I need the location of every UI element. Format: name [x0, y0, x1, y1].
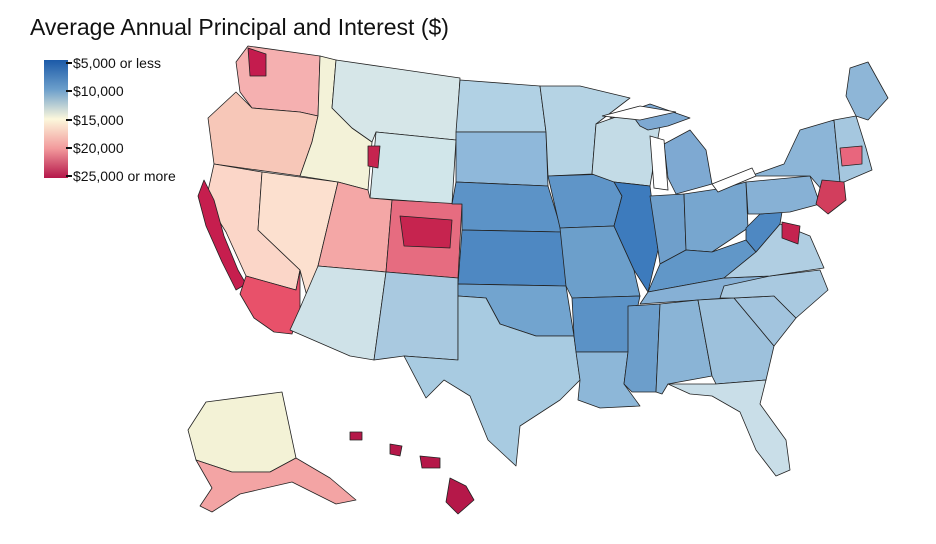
legend-label-max: $25,000 or more [73, 168, 176, 184]
region-nebraska [451, 181, 563, 233]
region-boston [839, 145, 863, 167]
region-michigan-lower [663, 129, 713, 195]
region-california-south [239, 269, 301, 335]
region-alaska-south [195, 457, 357, 513]
region-alaska [187, 391, 297, 473]
lake-superior [601, 105, 677, 121]
region-hawaii-kauai [349, 431, 363, 441]
lake-erie [711, 167, 757, 193]
region-denver [399, 215, 453, 249]
region-mountain-resort [367, 145, 381, 169]
region-new-mexico [373, 271, 459, 361]
region-maine [845, 61, 889, 121]
region-nyc-metro [815, 179, 847, 215]
legend-label-15k: $15,000 [73, 112, 124, 128]
legend: $5,000 or less $10,000 $15,000 $20,000 $… [44, 56, 244, 185]
region-iowa [547, 173, 623, 229]
map-title: Average Annual Principal and Interest ($… [30, 14, 449, 40]
legend-tick [66, 119, 72, 121]
legend-label-10k: $10,000 [73, 83, 124, 99]
region-pennsylvania [745, 175, 821, 215]
region-hawaii-oahu [389, 443, 403, 457]
region-florida [667, 379, 791, 477]
region-seattle [247, 47, 267, 77]
legend-tick [66, 175, 72, 177]
lake-michigan [649, 135, 669, 191]
region-mississippi [623, 303, 661, 393]
region-kansas [457, 229, 567, 287]
region-north-dakota [455, 79, 547, 133]
region-wyoming [369, 131, 457, 205]
region-dc-metro [781, 221, 801, 245]
legend-tick [66, 62, 72, 64]
region-hawaii-big-island [445, 477, 475, 515]
region-north-carolina [719, 269, 829, 319]
region-california-coast [197, 179, 247, 291]
region-texas [403, 295, 581, 467]
legend-color-bar [44, 60, 68, 178]
legend-tick [66, 90, 72, 92]
legend-tick [66, 147, 72, 149]
region-ohio [683, 181, 749, 253]
region-hawaii-maui [419, 455, 441, 469]
legend-label-20k: $20,000 [73, 140, 124, 156]
region-south-dakota [455, 131, 549, 187]
legend-label-min: $5,000 or less [73, 55, 161, 71]
